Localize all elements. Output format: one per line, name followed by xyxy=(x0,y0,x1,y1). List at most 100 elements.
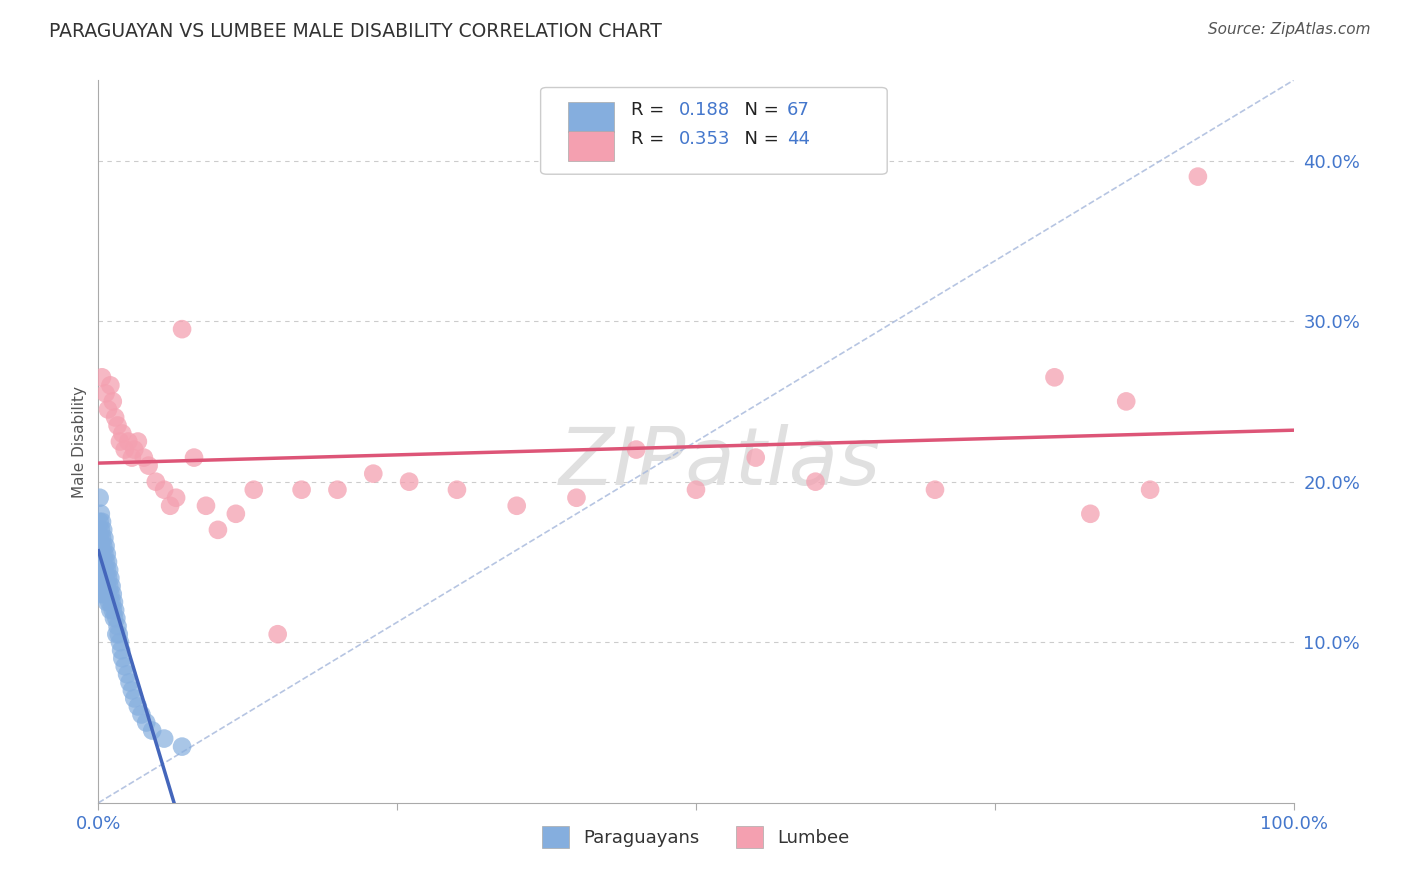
Point xyxy=(91,579,114,593)
Point xyxy=(117,434,139,449)
Point xyxy=(1080,507,1102,521)
Point xyxy=(104,410,127,425)
Point xyxy=(101,587,124,601)
Point xyxy=(685,483,707,497)
Point xyxy=(326,483,349,497)
Point xyxy=(91,555,114,569)
Point xyxy=(103,595,125,609)
Point xyxy=(132,450,155,465)
Point xyxy=(90,571,112,585)
Point xyxy=(225,507,247,521)
Point xyxy=(1115,394,1137,409)
Text: R =: R = xyxy=(631,101,671,119)
Point xyxy=(115,667,138,681)
Point xyxy=(165,491,187,505)
Point xyxy=(96,579,118,593)
Text: R =: R = xyxy=(631,130,671,148)
Point xyxy=(101,603,124,617)
Text: 0.353: 0.353 xyxy=(679,130,731,148)
Point xyxy=(98,571,122,585)
Point xyxy=(89,491,111,505)
Point xyxy=(195,499,218,513)
Point xyxy=(1187,169,1209,184)
Point xyxy=(108,635,131,649)
Point xyxy=(91,531,114,545)
Point xyxy=(98,563,121,577)
Point xyxy=(98,378,122,392)
Point xyxy=(506,499,529,513)
Y-axis label: Male Disability: Male Disability xyxy=(72,385,87,498)
Text: N =: N = xyxy=(733,101,785,119)
Text: Source: ZipAtlas.com: Source: ZipAtlas.com xyxy=(1208,22,1371,37)
FancyBboxPatch shape xyxy=(568,131,613,161)
Text: ZIPatlas: ZIPatlas xyxy=(558,425,882,502)
Point xyxy=(111,426,134,441)
Point xyxy=(94,386,117,401)
Point xyxy=(153,483,176,497)
Point xyxy=(105,627,128,641)
Point xyxy=(91,539,114,553)
Point xyxy=(626,442,648,457)
Legend: Paraguayans, Lumbee: Paraguayans, Lumbee xyxy=(534,819,858,855)
Point xyxy=(804,475,827,489)
Point xyxy=(93,563,115,577)
Point xyxy=(1043,370,1066,384)
Point xyxy=(924,483,946,497)
Point xyxy=(91,515,114,529)
Point xyxy=(93,547,115,561)
Point xyxy=(131,707,153,722)
Text: PARAGUAYAN VS LUMBEE MALE DISABILITY CORRELATION CHART: PARAGUAYAN VS LUMBEE MALE DISABILITY COR… xyxy=(49,22,662,41)
Point xyxy=(1139,483,1161,497)
Point xyxy=(89,547,111,561)
Point xyxy=(90,523,112,537)
Point xyxy=(207,523,229,537)
Point xyxy=(105,611,128,625)
Point xyxy=(89,515,111,529)
Point xyxy=(90,507,112,521)
Point xyxy=(98,587,122,601)
Point xyxy=(96,563,118,577)
Point xyxy=(97,571,120,585)
Point xyxy=(96,595,118,609)
Point xyxy=(363,467,385,481)
Point xyxy=(89,579,111,593)
Point xyxy=(291,483,314,497)
Point xyxy=(745,450,768,465)
Point xyxy=(94,555,117,569)
Point xyxy=(172,322,194,336)
Point xyxy=(118,675,141,690)
Point xyxy=(98,595,121,609)
Point xyxy=(108,434,131,449)
Point xyxy=(127,699,149,714)
Point xyxy=(100,595,122,609)
FancyBboxPatch shape xyxy=(568,102,613,132)
Point xyxy=(141,723,163,738)
Point xyxy=(145,475,167,489)
Point xyxy=(110,643,132,657)
Point xyxy=(398,475,420,489)
Point xyxy=(97,402,120,417)
Point xyxy=(91,547,114,561)
Text: N =: N = xyxy=(733,130,785,148)
Point xyxy=(124,442,146,457)
Point xyxy=(94,539,117,553)
Point xyxy=(107,619,129,633)
Point xyxy=(446,483,468,497)
Point xyxy=(267,627,290,641)
Text: 44: 44 xyxy=(787,130,810,148)
Text: 67: 67 xyxy=(787,101,810,119)
Point xyxy=(121,450,143,465)
Point xyxy=(97,555,120,569)
Point xyxy=(100,579,122,593)
Point xyxy=(114,442,136,457)
Point xyxy=(90,539,112,553)
Point xyxy=(127,434,149,449)
Point xyxy=(91,523,114,537)
Point xyxy=(111,651,134,665)
Point xyxy=(153,731,176,746)
Point xyxy=(90,587,112,601)
Point xyxy=(243,483,266,497)
Point xyxy=(94,571,117,585)
Point xyxy=(89,563,111,577)
Point xyxy=(98,603,122,617)
